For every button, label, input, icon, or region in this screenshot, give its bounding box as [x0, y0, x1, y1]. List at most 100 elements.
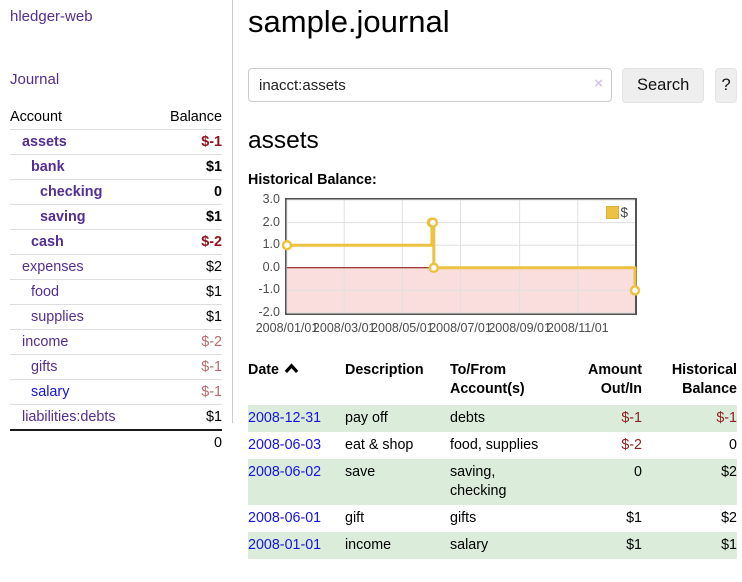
transaction-row: 2008-06-01 gift gifts $1 $2 [248, 505, 737, 532]
chart-plot-area: $ [281, 198, 641, 315]
x-axis-tick-label: 2008/05/01 [371, 321, 434, 335]
register-col-tofrom: To/From Account(s) [450, 362, 525, 397]
transaction-row: 2008-01-01 income salary $1 $1 [248, 532, 737, 559]
accounts-balance-table: Account Balance assets $-1 bank $1 check… [10, 105, 222, 455]
search-button[interactable]: Search [622, 68, 705, 103]
account-link[interactable]: supplies [31, 309, 84, 325]
y-axis-tick-label: 2.0 [262, 214, 280, 229]
transaction-description: eat & shop [345, 437, 414, 453]
account-link[interactable]: income [22, 334, 69, 350]
historical-balance-chart: $ 3.0 2.0 1.0 0.0 -1.0 -2.0 2008/01/01 2008/03/… [248, 192, 737, 338]
transaction-date-link[interactable]: 2008-06-02 [248, 464, 322, 480]
brand-link[interactable]: hledger-web [10, 8, 93, 25]
transaction-description: save [345, 464, 376, 480]
account-row: saving $1 [10, 204, 222, 230]
account-row: gifts $-1 [10, 354, 222, 380]
account-balance: $2 [205, 259, 222, 275]
transaction-balance: 0 [729, 437, 737, 453]
account-link[interactable]: bank [31, 159, 65, 175]
account-balance: $-1 [201, 134, 222, 150]
account-row: food $1 [10, 279, 222, 305]
transaction-amount: $-1 [621, 410, 642, 426]
account-balance: $1 [205, 284, 222, 300]
page-title: sample.journal [248, 4, 450, 39]
account-row: assets $-1 [10, 129, 222, 155]
chart-heading: Historical Balance: [248, 172, 377, 188]
y-axis-tick-label: -2.0 [258, 305, 280, 319]
account-row: salary $-1 [10, 379, 222, 405]
register-col-date[interactable]: Date [248, 359, 345, 405]
sort-ascending-icon [284, 363, 299, 374]
register-table: Date Description To/From Account(s) Amou… [248, 359, 737, 559]
transaction-balance: $-1 [716, 410, 737, 426]
accounts-total-value: 0 [152, 429, 222, 455]
sidebar: hledger-web Journal Account Balance asse… [0, 0, 233, 455]
search-form: × Search ? [248, 68, 737, 103]
account-row: expenses $2 [10, 254, 222, 280]
accounts-col-header: Account [10, 105, 153, 130]
account-balance: 0 [213, 184, 222, 200]
transaction-accounts: debts [450, 410, 485, 426]
account-balance: $1 [205, 209, 222, 225]
search-input[interactable] [248, 68, 612, 102]
transaction-balance: $2 [721, 510, 737, 526]
account-link[interactable]: salary [31, 384, 70, 400]
sidebar-item-journal[interactable]: Journal [10, 71, 60, 88]
x-axis-tick-label: 2008/09/01 [488, 321, 551, 335]
x-axis-tick-label: 2008/07/01 [429, 321, 492, 335]
transaction-row: 2008-12-31 pay off debts $-1 $-1 [248, 405, 737, 432]
transaction-amount: $-2 [621, 437, 642, 453]
account-balance: $1 [205, 159, 222, 175]
transaction-balance: $2 [721, 464, 737, 480]
account-row: checking 0 [10, 179, 222, 205]
account-link[interactable]: checking [40, 184, 103, 200]
account-balance: $-2 [201, 234, 222, 250]
y-axis-tick-label: -1.0 [258, 282, 280, 297]
account-link[interactable]: expenses [22, 259, 84, 275]
x-axis-tick-label: 2008/01/01 [255, 321, 319, 335]
account-balance: $1 [205, 309, 222, 325]
help-button[interactable]: ? [715, 68, 737, 103]
account-link[interactable]: gifts [31, 359, 58, 375]
account-title: assets [248, 127, 319, 154]
y-axis-tick-label: 3.0 [262, 192, 280, 206]
account-link[interactable]: saving [40, 209, 86, 225]
y-axis-tick-label: 1.0 [262, 237, 280, 252]
y-axis-tick-label: 0.0 [262, 259, 280, 274]
transaction-date-link[interactable]: 2008-01-01 [248, 537, 322, 553]
account-row: supplies $1 [10, 304, 222, 330]
register-col-description: Description [345, 362, 424, 378]
chart-legend: $ [606, 205, 628, 220]
transaction-accounts: saving, checking [450, 464, 507, 499]
transaction-accounts: salary [450, 537, 489, 553]
transaction-balance: $1 [721, 537, 737, 553]
x-axis-tick-label: 2008/03/01 [312, 321, 376, 335]
transaction-row: 2008-06-03 eat & shop food, supplies $-2… [248, 432, 737, 459]
balance-col-header: Balance [152, 105, 222, 130]
accounts-total-row: 0 [10, 429, 222, 455]
account-link[interactable]: food [31, 284, 60, 300]
register-col-amount: Amount Out/In [588, 362, 642, 397]
account-link[interactable]: assets [22, 134, 67, 150]
transaction-amount: $1 [626, 537, 642, 553]
main-content: sample.journal × Search ? assets Histori… [248, 0, 737, 559]
register-header-row: Date Description To/From Account(s) Amou… [248, 359, 737, 405]
account-balance: $1 [205, 409, 222, 425]
transaction-date-link[interactable]: 2008-12-31 [248, 410, 322, 426]
account-link[interactable]: cash [31, 234, 64, 250]
account-balance: $-2 [201, 334, 222, 350]
account-row: income $-2 [10, 329, 222, 355]
account-balance: $-1 [201, 359, 222, 375]
transaction-amount: $1 [626, 510, 642, 526]
transaction-date-link[interactable]: 2008-06-01 [248, 510, 322, 526]
transaction-description: gift [345, 510, 365, 526]
legend-label: $ [620, 205, 628, 220]
account-link[interactable]: liabilities:debts [22, 409, 116, 425]
x-axis-tick-label: 2008/11/01 [546, 321, 609, 335]
account-row: liabilities:debts $1 [10, 404, 222, 431]
clear-search-icon[interactable]: × [594, 75, 603, 92]
register-col-balance: Historical Balance [671, 362, 737, 397]
account-row: bank $1 [10, 154, 222, 180]
account-row: cash $-2 [10, 229, 222, 255]
transaction-date-link[interactable]: 2008-06-03 [248, 437, 322, 453]
